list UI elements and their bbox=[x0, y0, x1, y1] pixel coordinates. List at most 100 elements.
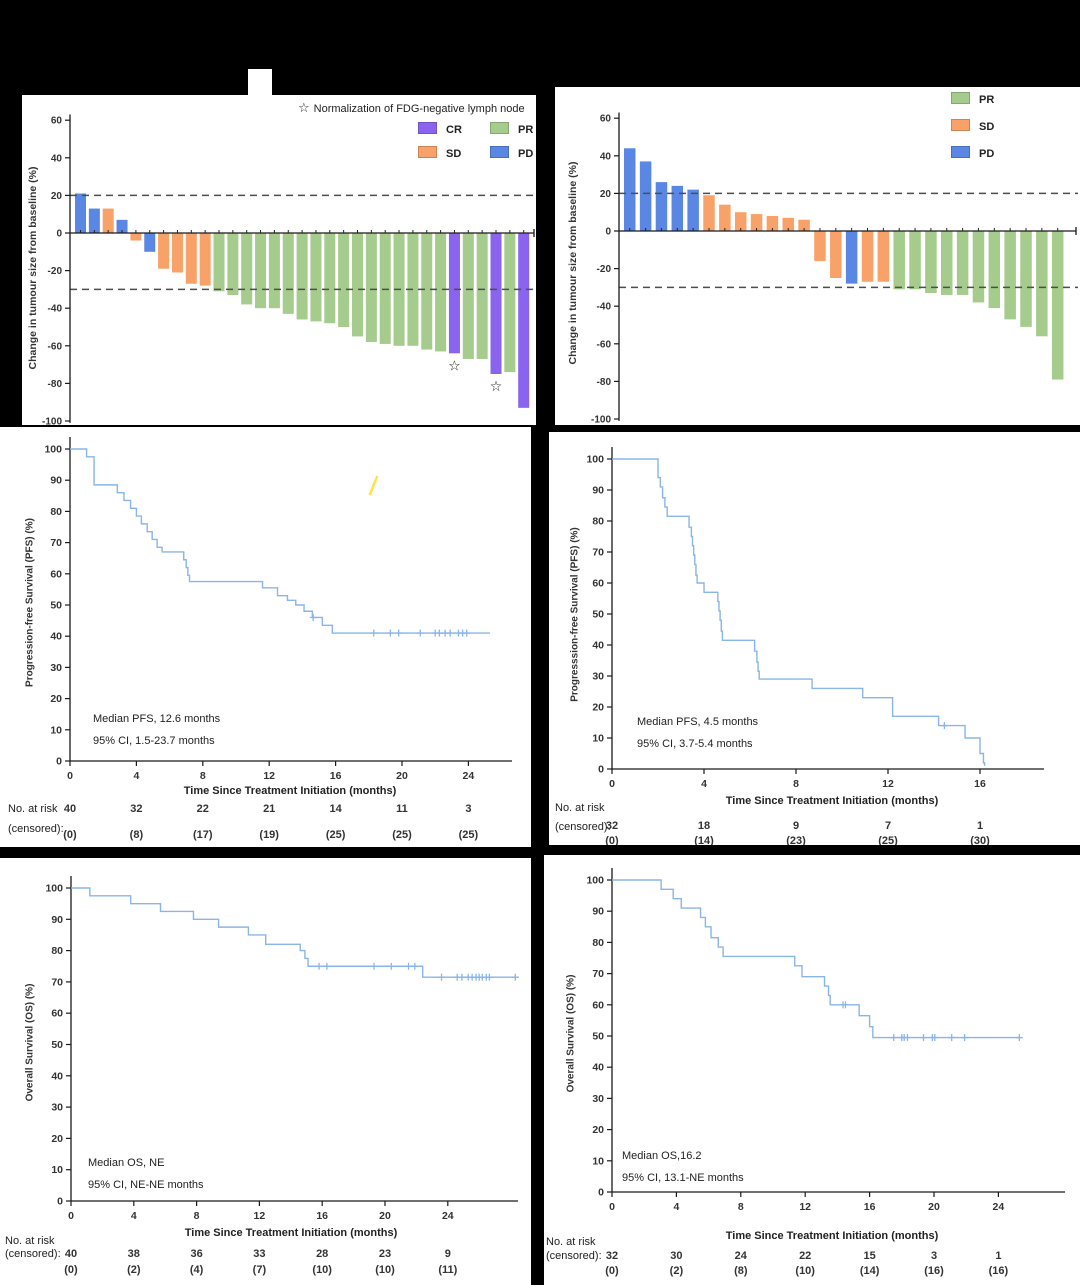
svg-text:36: 36 bbox=[190, 1248, 202, 1260]
legend-item-sd: SD bbox=[418, 146, 461, 160]
svg-text:28: 28 bbox=[316, 1248, 328, 1260]
svg-text:☆: ☆ bbox=[490, 378, 503, 394]
sd-swatch-icon bbox=[951, 119, 970, 131]
svg-text:60: 60 bbox=[592, 999, 604, 1011]
svg-text:(10): (10) bbox=[795, 1265, 815, 1277]
no-at-risk-label: No. at risk bbox=[546, 1236, 596, 1248]
svg-text:10: 10 bbox=[592, 1155, 604, 1167]
svg-text:30: 30 bbox=[50, 662, 62, 674]
svg-text:100: 100 bbox=[586, 875, 604, 887]
svg-text:9: 9 bbox=[445, 1248, 451, 1260]
svg-text:40: 40 bbox=[65, 1248, 77, 1260]
star-icon: ☆ bbox=[298, 100, 310, 115]
svg-text:20: 20 bbox=[592, 1124, 604, 1136]
svg-text:90: 90 bbox=[50, 475, 62, 487]
svg-text:12: 12 bbox=[882, 778, 894, 790]
legend-item-pr: PR bbox=[951, 92, 994, 106]
svg-text:22: 22 bbox=[799, 1250, 811, 1262]
svg-text:12: 12 bbox=[254, 1210, 266, 1222]
svg-text:-40: -40 bbox=[48, 304, 63, 315]
svg-text:10: 10 bbox=[50, 724, 62, 736]
svg-text:(8): (8) bbox=[734, 1265, 748, 1277]
svg-text:7: 7 bbox=[885, 820, 891, 832]
svg-text:-20: -20 bbox=[597, 264, 612, 275]
svg-text:60: 60 bbox=[600, 114, 612, 125]
svg-text:16: 16 bbox=[316, 1210, 328, 1222]
ci-annotation: 95% CI, 1.5-23.7 months bbox=[93, 735, 215, 747]
svg-text:-100: -100 bbox=[42, 417, 62, 426]
svg-text:32: 32 bbox=[606, 820, 618, 832]
waterfall-left-legend-note: ☆ Normalization of FDG-negative lymph nod… bbox=[298, 100, 525, 115]
svg-text:12: 12 bbox=[799, 1201, 811, 1213]
svg-text:50: 50 bbox=[592, 609, 604, 621]
pr-swatch-icon bbox=[490, 122, 509, 134]
waterfall-right-chart: 60 40 20 0 -20 -40 -60 -80 -100 bbox=[591, 112, 1078, 425]
svg-text:3: 3 bbox=[931, 1250, 937, 1262]
svg-text:(25): (25) bbox=[459, 829, 479, 841]
svg-text:8: 8 bbox=[793, 778, 799, 790]
pfs-left-x-axis-label: Time Since Treatment Initiation (months) bbox=[183, 785, 397, 797]
legend-item-pr: PR bbox=[490, 122, 533, 136]
legend-item-cr: CR bbox=[418, 122, 462, 136]
median-os-annotation: Median OS,16.2 bbox=[622, 1150, 702, 1162]
svg-text:1: 1 bbox=[977, 820, 983, 832]
svg-text:32: 32 bbox=[606, 1250, 618, 1262]
svg-text:50: 50 bbox=[592, 1031, 604, 1043]
svg-text:☆: ☆ bbox=[448, 357, 461, 373]
svg-text:4: 4 bbox=[673, 1201, 679, 1213]
svg-text:30: 30 bbox=[670, 1250, 682, 1262]
svg-text:70: 70 bbox=[50, 537, 62, 549]
svg-text:100: 100 bbox=[586, 454, 604, 466]
svg-text:(0): (0) bbox=[64, 1264, 78, 1276]
svg-text:60: 60 bbox=[51, 116, 63, 127]
svg-text:3: 3 bbox=[465, 803, 471, 815]
svg-text:14: 14 bbox=[329, 803, 342, 815]
ci-annotation: 95% CI, NE-NE months bbox=[88, 1179, 204, 1191]
svg-text:80: 80 bbox=[50, 506, 62, 518]
svg-text:0: 0 bbox=[598, 764, 604, 776]
svg-text:80: 80 bbox=[592, 516, 604, 528]
censored-label: (censored): bbox=[546, 1250, 602, 1262]
svg-text:-80: -80 bbox=[48, 379, 63, 390]
svg-text:70: 70 bbox=[51, 976, 63, 988]
svg-text:50: 50 bbox=[51, 1039, 63, 1051]
svg-text:(16): (16) bbox=[989, 1265, 1009, 1277]
svg-text:0: 0 bbox=[67, 770, 73, 782]
svg-text:24: 24 bbox=[463, 770, 475, 782]
svg-text:(14): (14) bbox=[860, 1265, 880, 1277]
os-left-x-axis-label: Time Since Treatment Initiation (months) bbox=[184, 1227, 398, 1239]
legend-item-pd: PD bbox=[490, 146, 533, 160]
ci-annotation: 95% CI, 13.1-NE months bbox=[622, 1172, 744, 1184]
svg-text:40: 40 bbox=[51, 1070, 63, 1082]
svg-text:(8): (8) bbox=[130, 829, 144, 841]
ci-annotation: 95% CI, 3.7-5.4 months bbox=[637, 738, 753, 750]
legend-item-pd: PD bbox=[951, 146, 994, 160]
censored-label: (censored): bbox=[555, 821, 611, 833]
svg-text:40: 40 bbox=[592, 1062, 604, 1074]
svg-text:20: 20 bbox=[51, 1133, 63, 1145]
svg-text:22: 22 bbox=[197, 803, 209, 815]
svg-text:16: 16 bbox=[330, 770, 342, 782]
svg-text:30: 30 bbox=[51, 1102, 63, 1114]
svg-text:(4): (4) bbox=[190, 1264, 204, 1276]
svg-text:(10): (10) bbox=[375, 1264, 395, 1276]
svg-text:18: 18 bbox=[698, 820, 710, 832]
svg-text:40: 40 bbox=[50, 631, 62, 643]
svg-text:40: 40 bbox=[600, 151, 612, 162]
svg-text:0: 0 bbox=[605, 227, 611, 238]
svg-text:12: 12 bbox=[263, 770, 275, 782]
svg-text:20: 20 bbox=[51, 191, 63, 202]
svg-text:-60: -60 bbox=[597, 339, 612, 350]
svg-text:(11): (11) bbox=[438, 1264, 457, 1276]
svg-text:0: 0 bbox=[56, 229, 62, 240]
svg-text:8: 8 bbox=[200, 770, 206, 782]
svg-text:90: 90 bbox=[592, 906, 604, 918]
svg-text:20: 20 bbox=[396, 770, 408, 782]
svg-text:(23): (23) bbox=[786, 835, 806, 845]
svg-text:38: 38 bbox=[128, 1248, 140, 1260]
svg-text:9: 9 bbox=[793, 820, 799, 832]
svg-text:15: 15 bbox=[863, 1250, 875, 1262]
svg-text:4: 4 bbox=[131, 1210, 137, 1222]
